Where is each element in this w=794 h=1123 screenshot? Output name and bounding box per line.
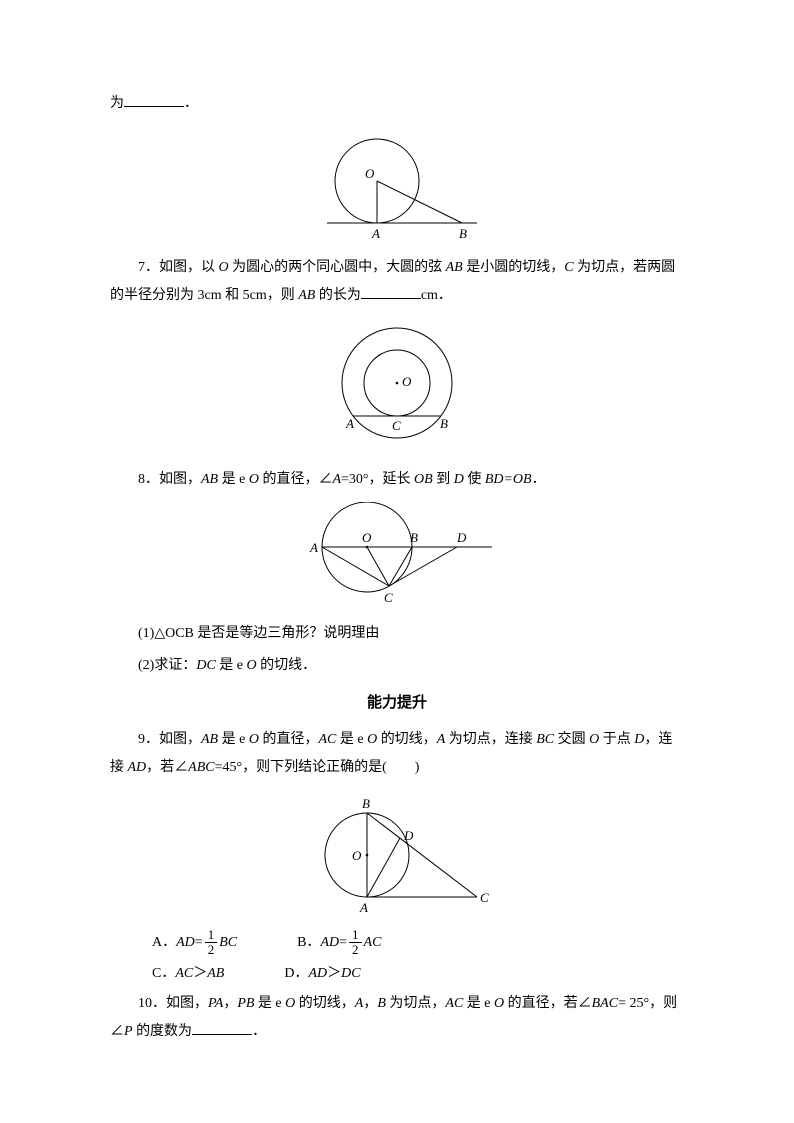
svg-text:B: B bbox=[410, 530, 418, 545]
q6-figure: O A B bbox=[110, 126, 684, 246]
q7-blank[interactable] bbox=[361, 282, 421, 299]
svg-text:D: D bbox=[403, 828, 414, 843]
section-title: 能力提升 bbox=[110, 688, 684, 718]
svg-text:B: B bbox=[440, 416, 448, 431]
q9-text: 9．如图，AB 是 e O 的直径，AC 是 e O 的切线，A 为切点，连接 … bbox=[110, 726, 684, 782]
q10-blank[interactable] bbox=[192, 1018, 252, 1035]
svg-text:A: A bbox=[359, 900, 368, 915]
svg-text:B: B bbox=[362, 796, 370, 811]
q6-line: 为． bbox=[110, 90, 684, 118]
q8-part1: (1)△OCB 是否是等边三角形？说明理由 bbox=[110, 620, 684, 648]
svg-text:C: C bbox=[384, 590, 393, 605]
svg-text:B: B bbox=[459, 226, 467, 241]
q9-figure: B O D A C bbox=[110, 790, 684, 920]
svg-text:A: A bbox=[371, 226, 380, 241]
svg-text:C: C bbox=[480, 890, 489, 905]
svg-text:D: D bbox=[456, 530, 467, 545]
q6-prefix: 为 bbox=[110, 96, 124, 111]
svg-text:O: O bbox=[365, 166, 375, 181]
q8-part2: (2)求证：DC 是 e O 的切线． bbox=[110, 652, 684, 680]
svg-text:O: O bbox=[352, 848, 362, 863]
svg-text:A: A bbox=[345, 416, 354, 431]
q9-option-b[interactable]: B．AD=12AC bbox=[297, 928, 381, 958]
q8-text: 8．如图，AB 是 e O 的直径，∠A=30°，延长 OB 到 D 使 BD=… bbox=[110, 466, 684, 494]
q10-text: 10．如图，PA，PB 是 e O 的切线，A，B 为切点，AC 是 e O 的… bbox=[110, 990, 684, 1046]
svg-text:O: O bbox=[402, 374, 412, 389]
svg-text:A: A bbox=[309, 540, 318, 555]
q9-option-a[interactable]: A．AD=12BC bbox=[152, 928, 237, 958]
q7-text: 7．如图，以 O 为圆心的两个同心圆中，大圆的弦 AB 是小圆的切线，C 为切点… bbox=[110, 254, 684, 310]
q6-blank[interactable] bbox=[124, 90, 184, 107]
q9-option-d[interactable]: D．AD＞DC bbox=[284, 960, 360, 988]
svg-text:O: O bbox=[362, 530, 372, 545]
q8-figure: A O B D C bbox=[110, 502, 684, 612]
q9-options: A．AD=12BC B．AD=12AC C．AC＞AB D．AD＞DC bbox=[152, 928, 684, 988]
q9-option-c[interactable]: C．AC＞AB bbox=[152, 960, 224, 988]
svg-text:C: C bbox=[392, 418, 401, 433]
q6-suffix: ． bbox=[184, 96, 198, 111]
q7-figure: O A B C bbox=[110, 318, 684, 458]
